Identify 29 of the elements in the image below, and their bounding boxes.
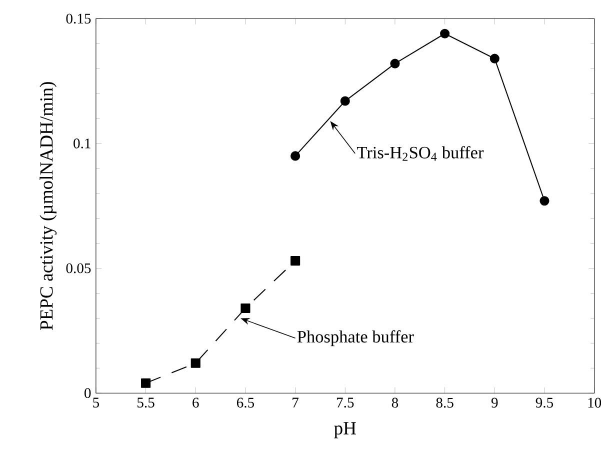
x-tick-label: 7	[292, 398, 299, 408]
y-tick-label: 0	[84, 388, 91, 398]
point	[340, 96, 350, 106]
x-tick-label: 7.5	[336, 398, 354, 408]
x-tick-label: 8	[392, 398, 398, 408]
x-tick-label: 8.5	[436, 398, 454, 408]
point	[490, 54, 500, 64]
point	[390, 58, 400, 68]
y-tick-label: 0.15	[66, 14, 91, 24]
point	[440, 28, 450, 39]
point	[290, 256, 300, 266]
point	[240, 304, 250, 314]
y-tick-label: 0.1	[74, 138, 90, 149]
x-axis-title: pH	[334, 422, 356, 438]
x-tick-label: 5.5	[138, 398, 154, 408]
x-tick-label: 6.5	[236, 398, 254, 408]
x-tick-label: 10	[588, 398, 601, 408]
point	[141, 378, 151, 388]
point	[540, 196, 550, 206]
y-tick-label: 0.05	[66, 263, 91, 274]
x-tick-label: 6	[192, 398, 199, 408]
x-tick-label: 5	[93, 398, 100, 408]
y-axis-title: PEPC activity (µmolNADH/min)	[40, 82, 57, 330]
annotation: Tris-H$_{2}$SO$_{4}$ buffer	[357, 146, 484, 161]
point	[290, 151, 300, 161]
annotation: Phosphate buffer	[297, 330, 414, 346]
x-tick-label: 9.5	[536, 398, 554, 408]
x-tick-label: 9	[491, 398, 498, 408]
point	[190, 358, 200, 368]
